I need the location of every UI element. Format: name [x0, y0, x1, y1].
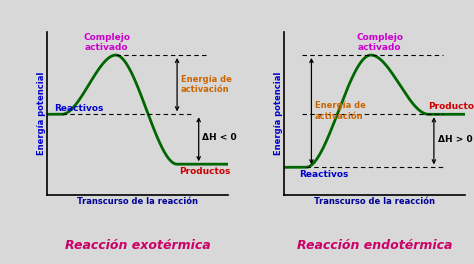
Text: ΔH < 0: ΔH < 0 — [202, 133, 237, 142]
Text: Productos: Productos — [179, 167, 230, 176]
Text: Productos: Productos — [428, 102, 474, 111]
Y-axis label: Energía potencial: Energía potencial — [274, 72, 283, 155]
Text: Reacción endotérmica: Reacción endotérmica — [297, 239, 452, 252]
X-axis label: Transcurso de la reacción: Transcurso de la reacción — [77, 197, 198, 206]
Text: Energía de
activación: Energía de activación — [315, 101, 366, 121]
Text: ΔH > 0: ΔH > 0 — [438, 135, 472, 144]
Text: Reactivos: Reactivos — [299, 171, 348, 180]
Y-axis label: Energía potencial: Energía potencial — [37, 72, 46, 155]
Text: Energía de
activación: Energía de activación — [181, 75, 232, 95]
Text: Reactivos: Reactivos — [55, 104, 104, 113]
Text: Complejo
activado: Complejo activado — [356, 32, 403, 52]
X-axis label: Transcurso de la reacción: Transcurso de la reacción — [314, 197, 435, 206]
Text: Complejo
activado: Complejo activado — [83, 32, 130, 52]
Text: Reacción exotérmica: Reacción exotérmica — [64, 239, 210, 252]
